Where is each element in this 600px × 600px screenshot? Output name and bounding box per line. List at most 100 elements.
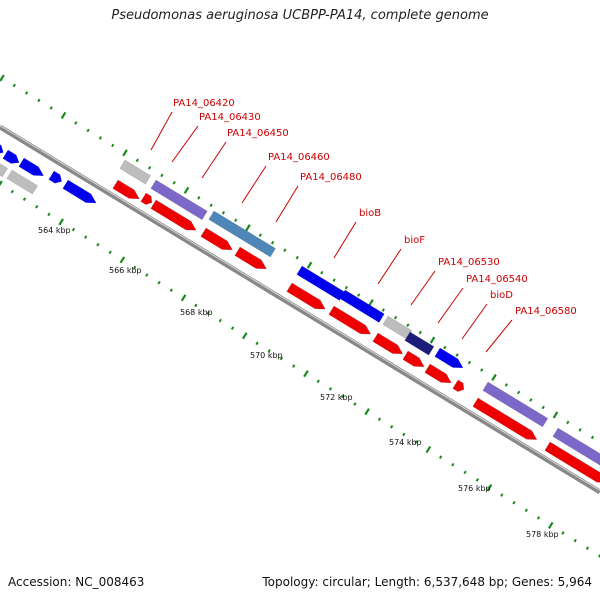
- outer-major-tick: [368, 299, 374, 307]
- cds-reverse[interactable]: [200, 227, 235, 254]
- scale-label: 576 kbp: [458, 484, 491, 493]
- gene-feature[interactable]: [208, 210, 276, 258]
- inner-minor-tick: [84, 235, 88, 239]
- cds-reverse[interactable]: [372, 332, 406, 358]
- gene-feature[interactable]: [150, 179, 208, 221]
- gene-label[interactable]: bioD: [490, 290, 513, 301]
- inner-minor-tick: [475, 478, 479, 482]
- cds-reverse[interactable]: [544, 441, 600, 487]
- gene-label[interactable]: PA14_06530: [438, 257, 500, 268]
- cds-forward[interactable]: [18, 157, 46, 180]
- outer-minor-tick: [516, 390, 521, 395]
- gene-label[interactable]: PA14_06430: [199, 112, 261, 123]
- cds-reverse[interactable]: [452, 379, 467, 394]
- inner-minor-tick: [573, 538, 577, 543]
- gene-label[interactable]: PA14_06480: [300, 172, 362, 183]
- gene-label[interactable]: PA14_06540: [466, 274, 528, 285]
- cds-reverse[interactable]: [472, 397, 540, 444]
- gene-label[interactable]: PA14_06460: [268, 152, 330, 163]
- inner-minor-tick: [230, 326, 235, 330]
- inner-minor-tick: [22, 197, 27, 201]
- inner-major-tick: [58, 218, 64, 226]
- inner-minor-tick: [341, 394, 345, 399]
- inner-minor-tick: [561, 531, 565, 535]
- scale-label: 570 kbp: [250, 351, 283, 360]
- scale-label: 572 kbp: [320, 393, 353, 402]
- outer-major-tick: [245, 224, 251, 232]
- outer-major-tick: [491, 373, 497, 382]
- outer-minor-tick: [49, 106, 53, 110]
- inner-major-tick: [119, 256, 126, 264]
- genome-summary-text: Topology: circular; Length: 6,537,648 bp…: [262, 575, 592, 589]
- outer-minor-tick: [504, 383, 508, 387]
- outer-minor-tick: [344, 285, 349, 290]
- outer-minor-tick: [332, 278, 336, 282]
- outer-major-tick: [183, 186, 190, 194]
- outer-minor-tick: [381, 308, 385, 312]
- outer-minor-tick: [12, 83, 16, 88]
- inner-minor-tick: [463, 470, 467, 475]
- outer-minor-tick: [467, 360, 472, 365]
- outer-minor-tick: [111, 143, 115, 148]
- outer-minor-tick: [566, 420, 570, 425]
- inner-minor-tick: [169, 288, 173, 293]
- gene-label[interactable]: PA14_06580: [515, 306, 577, 317]
- outer-minor-tick: [197, 195, 201, 200]
- label-leader-line: [437, 287, 464, 324]
- cds-forward[interactable]: [62, 179, 99, 207]
- inner-minor-tick: [500, 493, 504, 497]
- outer-minor-tick: [283, 248, 287, 253]
- cds-reverse[interactable]: [234, 246, 269, 273]
- inner-major-tick: [486, 483, 493, 492]
- inner-minor-tick: [585, 546, 590, 551]
- scale-label: 568 kbp: [180, 308, 213, 317]
- gene-feature[interactable]: [404, 331, 435, 356]
- outer-major-tick: [122, 149, 128, 157]
- outer-minor-tick: [480, 368, 484, 372]
- cds-reverse[interactable]: [150, 199, 199, 235]
- inner-minor-tick: [451, 462, 455, 467]
- label-leader-line: [377, 248, 402, 285]
- gene-feature[interactable]: [6, 169, 39, 195]
- gene-label[interactable]: bioF: [404, 235, 425, 246]
- gene-label[interactable]: bioB: [359, 208, 381, 219]
- gene-feature[interactable]: [0, 159, 9, 178]
- cds-forward[interactable]: [48, 170, 64, 186]
- inner-major-tick: [303, 370, 309, 378]
- outer-major-tick: [60, 111, 67, 119]
- cds-forward[interactable]: [339, 289, 385, 323]
- cds-forward[interactable]: [296, 265, 346, 301]
- gene-feature[interactable]: [119, 159, 152, 185]
- label-leader-line: [275, 185, 299, 223]
- cds-reverse[interactable]: [424, 363, 454, 387]
- inner-minor-tick: [267, 349, 271, 353]
- cds-reverse[interactable]: [140, 192, 155, 207]
- cds-reverse[interactable]: [112, 179, 142, 203]
- outer-minor-tick: [221, 210, 226, 215]
- gene-label[interactable]: PA14_06420: [173, 98, 235, 109]
- outer-minor-tick: [418, 330, 422, 335]
- outer-minor-tick: [270, 240, 275, 245]
- cds-reverse[interactable]: [286, 282, 328, 313]
- outer-minor-tick: [443, 345, 447, 350]
- inner-minor-tick: [353, 402, 357, 406]
- gene-feature[interactable]: [482, 381, 549, 428]
- label-leader-line: [241, 165, 267, 204]
- inner-major-tick: [425, 446, 432, 454]
- label-leader-line: [201, 141, 227, 179]
- cds-reverse[interactable]: [402, 350, 427, 371]
- outer-minor-tick: [455, 353, 459, 357]
- backbone-highlight: [0, 125, 600, 491]
- outer-minor-tick: [258, 233, 262, 238]
- gene-feature[interactable]: [552, 427, 600, 469]
- gene-label[interactable]: PA14_06450: [227, 128, 289, 139]
- cds-forward[interactable]: [2, 149, 22, 167]
- cds-reverse[interactable]: [328, 305, 374, 338]
- outer-minor-tick: [234, 218, 238, 223]
- outer-major-tick: [306, 261, 313, 269]
- label-leader-line: [485, 319, 513, 353]
- scale-labels: 564 kbp 566 kbp 568 kbp 570 kbp 572 kbp 574 k…: [38, 226, 559, 539]
- outer-minor-tick: [357, 293, 361, 297]
- cds-forward[interactable]: [434, 347, 466, 372]
